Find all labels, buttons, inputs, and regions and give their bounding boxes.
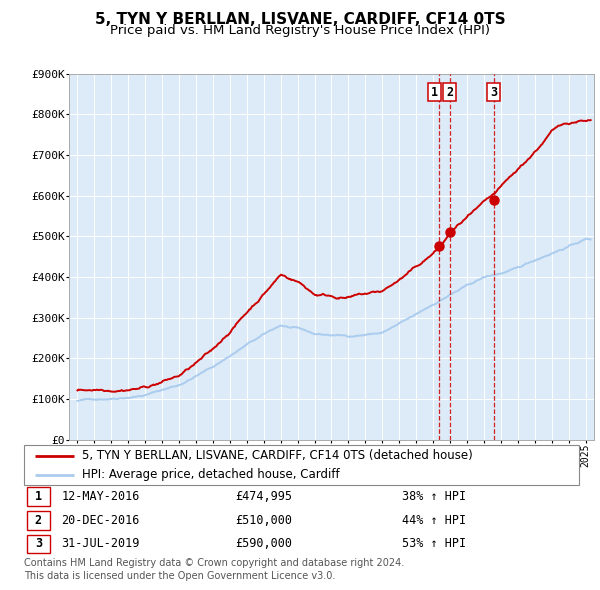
Text: This data is licensed under the Open Government Licence v3.0.: This data is licensed under the Open Gov… bbox=[24, 571, 335, 581]
Text: 2: 2 bbox=[446, 86, 453, 99]
Text: 44% ↑ HPI: 44% ↑ HPI bbox=[402, 514, 466, 527]
Text: 31-JUL-2019: 31-JUL-2019 bbox=[61, 537, 140, 550]
Text: Price paid vs. HM Land Registry's House Price Index (HPI): Price paid vs. HM Land Registry's House … bbox=[110, 24, 490, 37]
Text: 20-DEC-2016: 20-DEC-2016 bbox=[61, 514, 140, 527]
Text: £474,995: £474,995 bbox=[235, 490, 293, 503]
Text: 5, TYN Y BERLLAN, LISVANE, CARDIFF, CF14 0TS: 5, TYN Y BERLLAN, LISVANE, CARDIFF, CF14… bbox=[95, 12, 505, 27]
Text: Contains HM Land Registry data © Crown copyright and database right 2024.: Contains HM Land Registry data © Crown c… bbox=[24, 558, 404, 568]
Text: HPI: Average price, detached house, Cardiff: HPI: Average price, detached house, Card… bbox=[82, 468, 340, 481]
Text: 5, TYN Y BERLLAN, LISVANE, CARDIFF, CF14 0TS (detached house): 5, TYN Y BERLLAN, LISVANE, CARDIFF, CF14… bbox=[82, 449, 473, 462]
Text: 2: 2 bbox=[35, 514, 42, 527]
Text: 1: 1 bbox=[35, 490, 42, 503]
Text: 3: 3 bbox=[490, 86, 497, 99]
Text: 3: 3 bbox=[35, 537, 42, 550]
FancyBboxPatch shape bbox=[24, 445, 579, 485]
Text: 12-MAY-2016: 12-MAY-2016 bbox=[61, 490, 140, 503]
Text: £590,000: £590,000 bbox=[235, 537, 293, 550]
Text: 53% ↑ HPI: 53% ↑ HPI bbox=[402, 537, 466, 550]
Text: 1: 1 bbox=[431, 86, 439, 99]
Text: £510,000: £510,000 bbox=[235, 514, 293, 527]
Text: 38% ↑ HPI: 38% ↑ HPI bbox=[402, 490, 466, 503]
